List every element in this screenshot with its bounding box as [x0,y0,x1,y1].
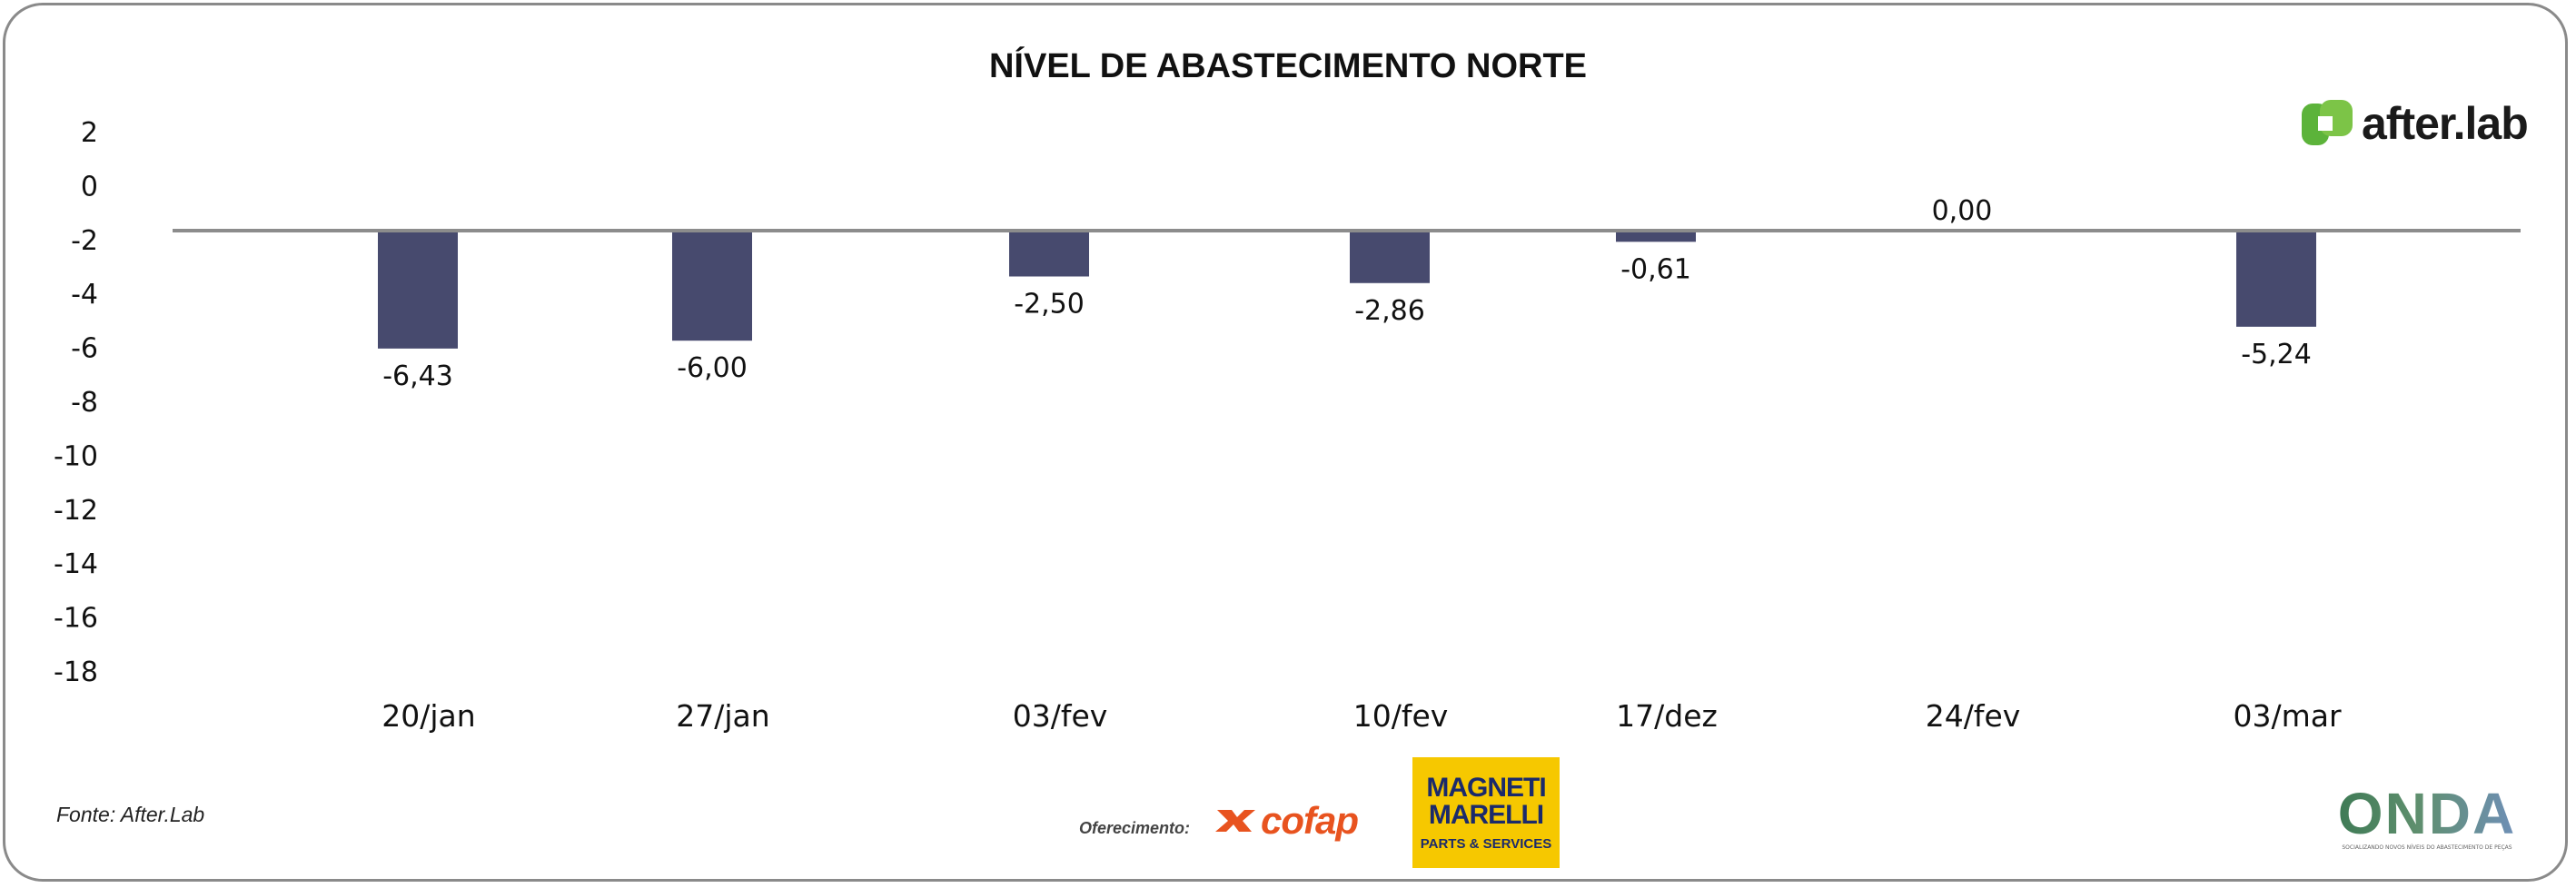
magneti-brand-line1: MAGNETI [1426,772,1546,803]
magneti-sub: PARTS & SERVICES [1420,835,1552,852]
y-tick-label: -14 [54,548,98,580]
data-label: -6,00 [677,352,748,384]
data-label: 0,00 [1932,195,1993,227]
y-tick-label: -4 [71,279,98,311]
magneti-marelli-logo: MAGNETI MARELLI PARTS & SERVICES [1412,757,1560,868]
x-axis: 20/jan 27/jan 03/fev 10/fev 17/dez 24/fev 03/m… [381,698,2342,734]
y-tick-label: 0 [81,171,98,202]
y-tick-label: -6 [71,333,98,365]
after-lab-mark-icon [2298,96,2356,151]
y-tick-label: -8 [71,387,98,419]
chart-title: NÍVEL DE ABASTECIMENTO NORTE [988,47,1588,85]
onda-logo: ONDA SOCIALIZANDO NOVOS NÍVEIS DO ABASTE… [2336,784,2518,851]
bar [1009,231,1089,277]
x-tick-label: 03/fev [1013,698,1108,734]
cofap-logo: cofap [1214,797,1359,844]
bars [378,231,2316,349]
data-labels: -6,43 -6,00 -2,50 -2,86 -0,61 0,00 -5,24 [382,195,2312,392]
x-tick-label: 17/dez [1616,698,1718,734]
y-tick-label: -18 [54,656,98,688]
cofap-wordmark: cofap [1261,799,1359,842]
after-lab-logo: after.lab [2298,96,2529,151]
y-tick-label: 2 [81,117,98,149]
bar [1350,231,1430,283]
chart-card [3,3,2568,882]
data-label: -2,86 [1354,295,1425,327]
sponsor-label: Oferecimento: [1079,819,1191,837]
data-label: -0,61 [1620,253,1691,285]
data-label: -5,24 [2241,339,2312,370]
data-label: -2,50 [1014,289,1085,321]
bar [672,231,752,341]
y-axis: 2 0 -2 -4 -6 -8 -10 -12 -14 -16 -18 [54,117,98,688]
bar [2236,231,2316,327]
x-tick-label: 20/jan [381,698,475,734]
source-note: Fonte: After.Lab [56,803,205,826]
x-tick-label: 27/jan [676,698,769,734]
after-lab-wordmark: after.lab [2362,98,2529,149]
x-tick-label: 24/fev [1926,698,2021,734]
onda-tagline: SOCIALIZANDO NOVOS NÍVEIS DO ABASTECIMEN… [2342,844,2512,851]
x-tick-label: 03/mar [2233,698,2341,734]
bar [378,231,458,349]
bar [1616,231,1696,242]
magneti-brand-line2: MARELLI [1428,799,1544,830]
y-tick-label: -10 [54,440,98,472]
y-tick-label: -2 [71,225,98,257]
data-label: -6,43 [382,360,453,392]
x-tick-label: 10/fev [1353,698,1449,734]
y-tick-label: -16 [54,603,98,635]
onda-wordmark: ONDA [2337,781,2517,846]
cofap-mark-icon [1215,810,1255,832]
y-tick-label: -12 [54,495,98,527]
